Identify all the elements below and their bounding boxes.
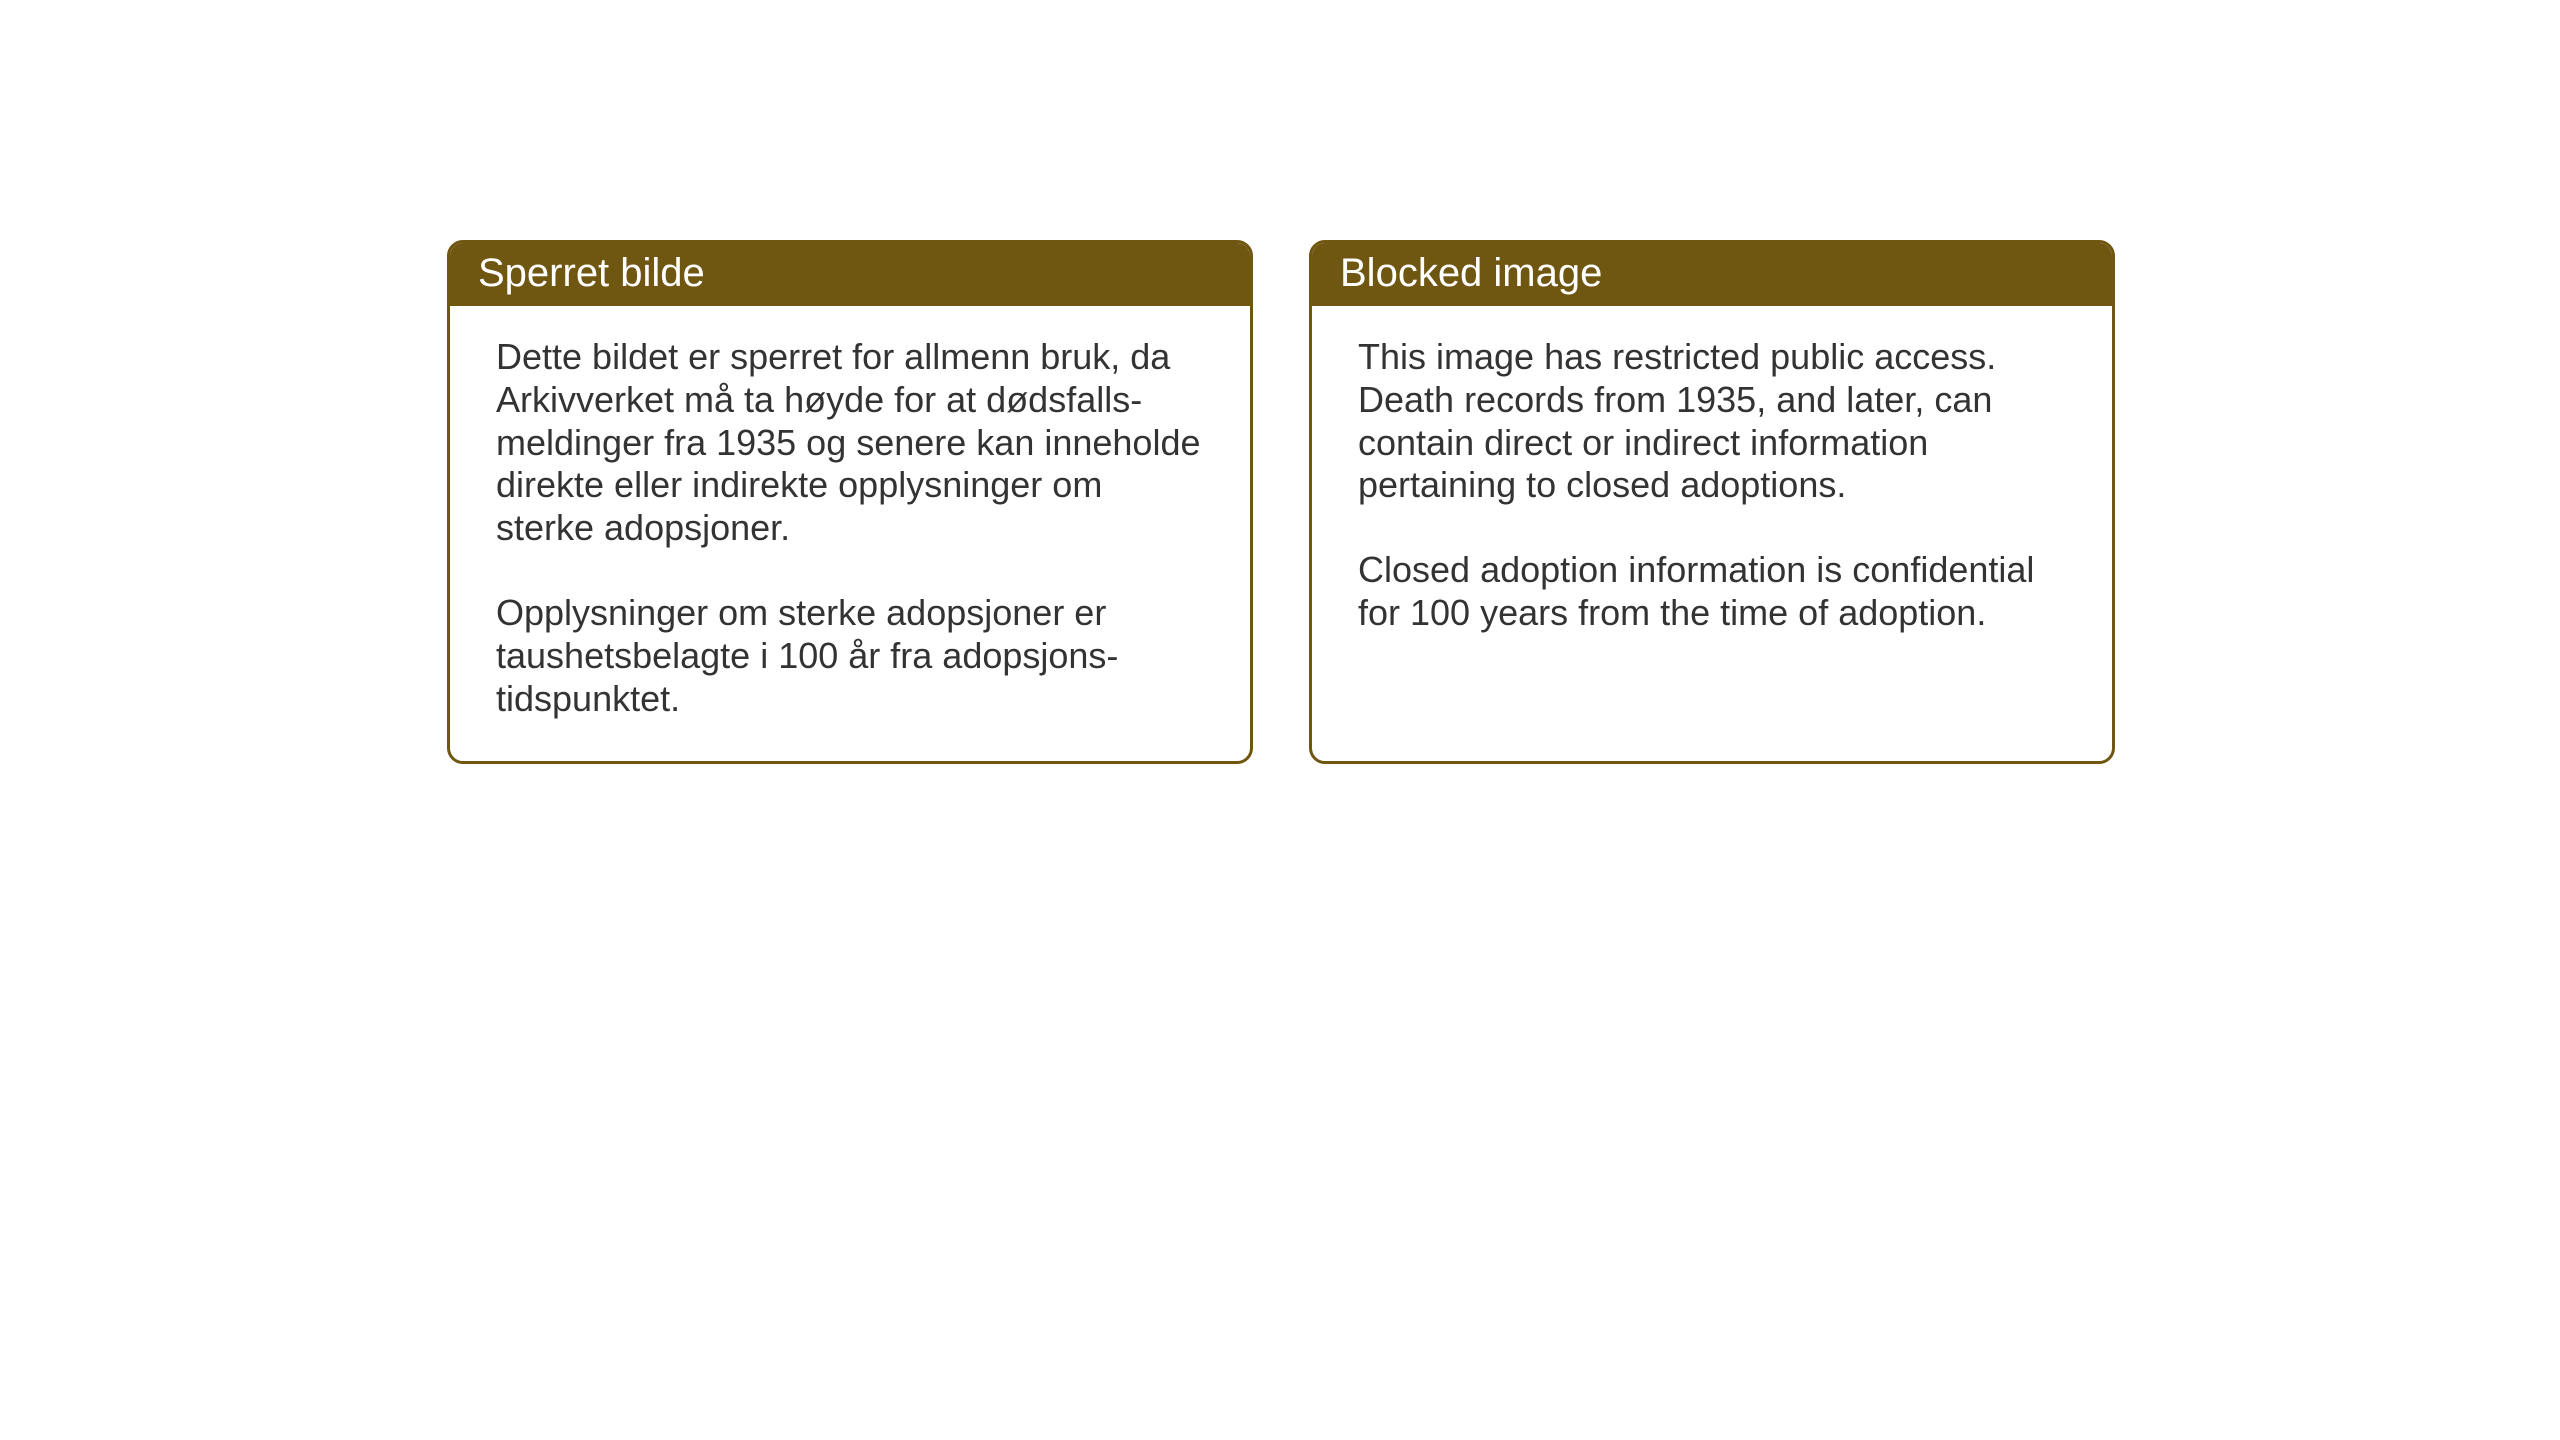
notice-header-english: Blocked image <box>1312 243 2112 306</box>
notice-card-norwegian: Sperret bilde Dette bildet er sperret fo… <box>447 240 1253 764</box>
notice-title-english: Blocked image <box>1340 251 1602 295</box>
notice-body-norwegian: Dette bildet er sperret for allmenn bruk… <box>450 306 1250 761</box>
notice-paragraph-1-english: This image has restricted public access.… <box>1358 336 2066 507</box>
notice-paragraph-2-norwegian: Opplysninger om sterke adopsjoner er tau… <box>496 592 1204 720</box>
notice-title-norwegian: Sperret bilde <box>478 251 705 295</box>
notice-paragraph-1-norwegian: Dette bildet er sperret for allmenn bruk… <box>496 336 1204 550</box>
notice-paragraph-2-english: Closed adoption information is confident… <box>1358 549 2066 635</box>
notice-container: Sperret bilde Dette bildet er sperret fo… <box>447 240 2115 764</box>
notice-body-english: This image has restricted public access.… <box>1312 306 2112 675</box>
notice-header-norwegian: Sperret bilde <box>450 243 1250 306</box>
notice-card-english: Blocked image This image has restricted … <box>1309 240 2115 764</box>
